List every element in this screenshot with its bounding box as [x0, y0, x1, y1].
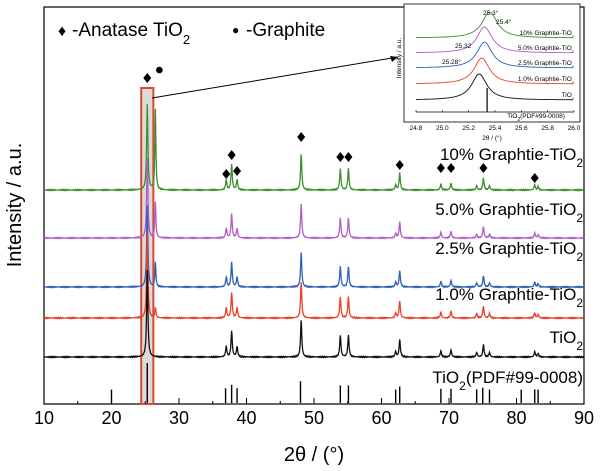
- series-label: 10% Graphtie-TiO2: [440, 145, 583, 170]
- legend-graphite-text: -Graphite: [246, 20, 325, 41]
- legend: ♦ -Anatase TiO2 ● -Graphite: [58, 20, 325, 47]
- inset-x-tick-label: 25.2: [462, 125, 475, 132]
- inset-peak-label-2: 25.4°: [496, 18, 512, 26]
- anatase-marker: [344, 152, 353, 162]
- inset-series-line: [415, 57, 573, 85]
- x-tick-label: 20: [101, 408, 121, 428]
- inset-x-axis: 24.8 25.0 25.2 25.4 25.6 25.8 26.0: [410, 110, 581, 132]
- graphite-marker: [156, 66, 163, 74]
- inset-frame: [403, 3, 581, 123]
- legend-graphite-symbol: ●: [232, 23, 239, 37]
- inset-x-tick-label: 24.8: [410, 125, 423, 132]
- inset-series-label: TiO2: [562, 92, 575, 101]
- inset-series-line: [415, 11, 573, 39]
- series-label: 1.0% Graphtie-TiO2: [435, 285, 583, 310]
- x-tick-label: 40: [236, 408, 256, 428]
- inset-series-line: [415, 73, 573, 101]
- anatase-marker: [530, 173, 539, 183]
- x-tick-label: 30: [169, 408, 189, 428]
- x-tick-label: 60: [371, 408, 391, 428]
- inset-x-tick-label: 25.6: [515, 125, 528, 132]
- legend-anatase-symbol: ♦: [58, 23, 66, 40]
- series-curves: [43, 104, 585, 359]
- reference-label: TiO2(PDF#99-0008): [432, 368, 583, 393]
- inset-curves: 10% Graphtie-TiO2 5.0% Graphtie-TiO2 2.5% …: [415, 11, 575, 112]
- x-tick-label: 10: [34, 408, 54, 428]
- inset-peak-label-1: 25.3°: [483, 9, 499, 17]
- series-line: [43, 157, 585, 240]
- inset-x-tick-label: 25.4: [489, 125, 502, 132]
- inset-peak-label-3: 25.32: [455, 43, 472, 50]
- series-labels: 10% Graphtie-TiO2 5.0% Graphtie-TiO2 2.5% …: [435, 145, 583, 353]
- anatase-marker: [479, 163, 488, 173]
- series-label: TiO2: [550, 328, 584, 353]
- reference-lines: [110, 363, 539, 403]
- anatase-marker: [227, 150, 236, 160]
- x-tick-label: 70: [439, 408, 459, 428]
- anatase-marker: [336, 152, 345, 162]
- series-line: [43, 269, 585, 359]
- inset-peak-label-4: 25.28°: [442, 58, 461, 66]
- x-tick-label: 50: [304, 408, 324, 428]
- inset-x-tick-label: 25.0: [436, 125, 449, 132]
- x-axis-label: 2θ / (°): [284, 444, 344, 466]
- inset-series-label: 2.5% Graphtie-TiO2: [518, 60, 575, 69]
- x-tick-label: 80: [506, 408, 526, 428]
- x-axis: 10 20 30 40 50 60 70 80 90: [34, 398, 594, 428]
- y-axis-label: Intensity / a.u.: [4, 143, 26, 268]
- inset-series-label: 1.0% Graphtie-TiO2: [518, 76, 575, 85]
- x-tick-label: 90: [574, 408, 594, 428]
- series-label: 2.5% Graphtie-TiO2: [435, 239, 583, 264]
- zoom-arrow: [151, 56, 399, 99]
- inset-x-tick-label: 26.0: [568, 125, 581, 132]
- series-line: [44, 104, 585, 192]
- anatase-marker: [297, 132, 306, 142]
- inset-series-line: [415, 41, 573, 69]
- anatase-marker: [395, 160, 404, 170]
- anatase-marker: [143, 73, 152, 83]
- anatase-marker: [222, 169, 231, 179]
- anatase-marker: [436, 163, 445, 173]
- anatase-marker: [233, 166, 242, 176]
- anatase-marker: [447, 163, 456, 173]
- series-line: [43, 205, 585, 289]
- inset-chart: 10% Graphtie-TiO2 5.0% Graphtie-TiO2 2.5% …: [396, 3, 581, 142]
- inset-series-line: [415, 26, 573, 54]
- inset-series-label: 10% Graphtie-TiO2: [520, 30, 575, 39]
- series-line: [43, 232, 585, 320]
- legend-anatase-text: -Anatase TiO2: [72, 20, 190, 47]
- inset-reference-label: TiO2(PDF#99-0008): [507, 113, 565, 123]
- zoom-arrow-head: [390, 56, 398, 62]
- inset-x-tick-label: 25.8: [541, 125, 554, 132]
- inset-series-label: 5.0% Graphtie-TiO2: [518, 45, 575, 54]
- peak-markers: [143, 66, 539, 183]
- inset-y-label: Intensity / a.u.: [396, 38, 403, 79]
- inset-x-label: 2θ / (°): [482, 134, 502, 142]
- series-label: 5.0% Graphtie-TiO2: [435, 200, 583, 225]
